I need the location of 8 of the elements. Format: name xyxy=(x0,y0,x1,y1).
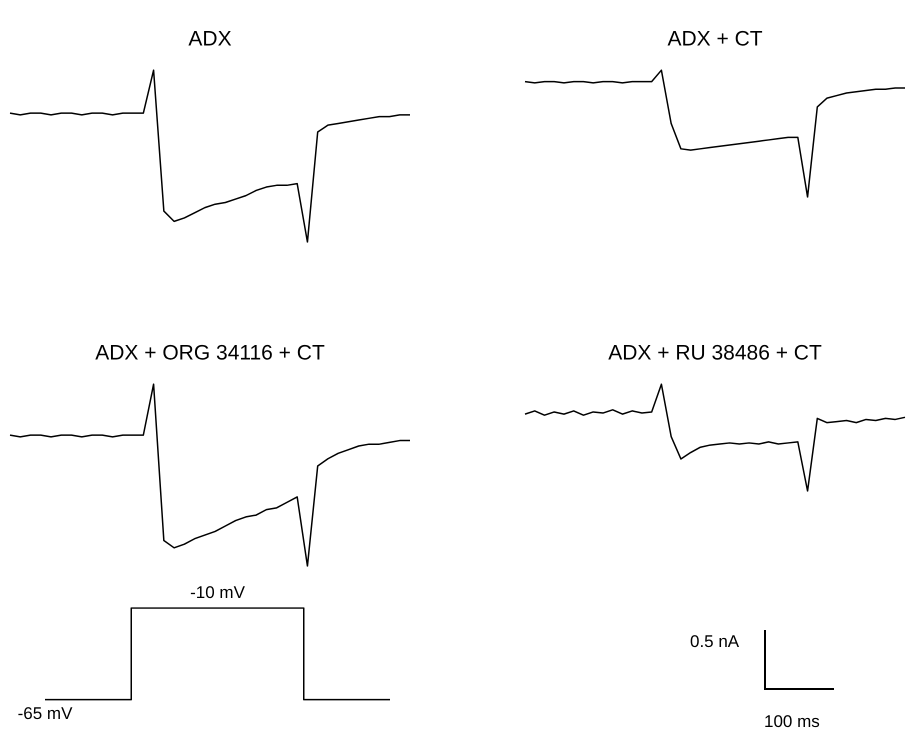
data-label: -65 mV xyxy=(18,704,74,723)
text: 100 ms xyxy=(764,712,820,732)
chart-title: ADX xyxy=(188,27,232,50)
chart-title: ADX + CT xyxy=(667,27,763,50)
chart-title: ADX + ORG 34116 + CT xyxy=(95,341,325,364)
chart-title: ADX + RU 38486 + CT xyxy=(608,341,822,364)
data-label: -10 mV xyxy=(190,583,246,602)
text: 0.5 nA xyxy=(690,632,740,652)
